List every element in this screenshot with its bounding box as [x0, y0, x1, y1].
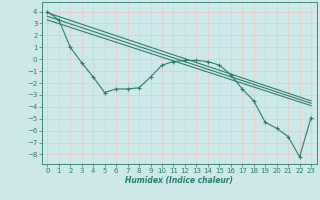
- X-axis label: Humidex (Indice chaleur): Humidex (Indice chaleur): [125, 176, 233, 185]
